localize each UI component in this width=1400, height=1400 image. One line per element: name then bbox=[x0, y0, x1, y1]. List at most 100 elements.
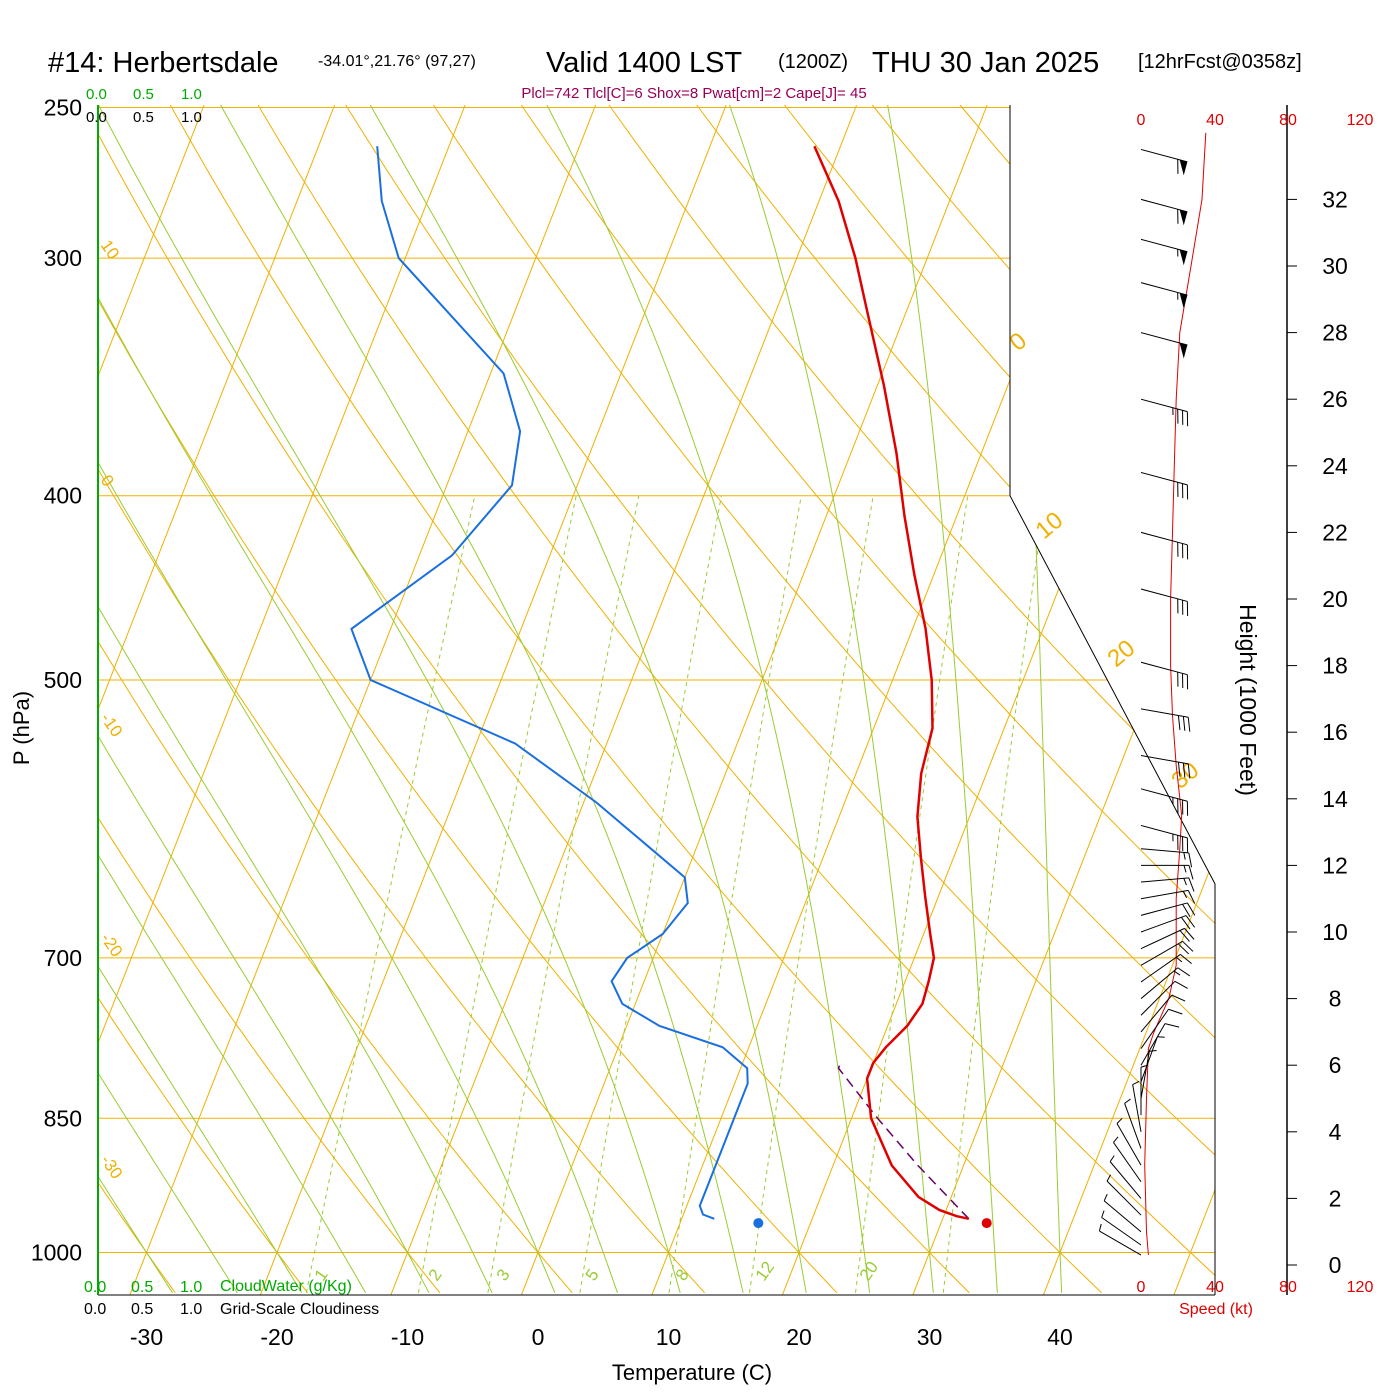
dry-adiabat-20 bbox=[98, 105, 838, 1294]
barb-shaft bbox=[1140, 708, 1189, 718]
wind-barb bbox=[1140, 531, 1189, 560]
barb-flag bbox=[1182, 762, 1186, 778]
p-tick-label: 1000 bbox=[31, 1240, 82, 1266]
barb-flag bbox=[1187, 717, 1191, 732]
wind-barb bbox=[1140, 148, 1188, 176]
x-tick-label: 10 bbox=[656, 1324, 682, 1350]
moist-adiabat-15 bbox=[202, 105, 744, 1293]
height-tick-label: 20 bbox=[1322, 586, 1348, 612]
height-tick-label: 8 bbox=[1329, 986, 1342, 1012]
barb-half bbox=[1149, 1049, 1157, 1052]
barb-shaft bbox=[1140, 1036, 1158, 1083]
barb-flag bbox=[1179, 930, 1190, 942]
wind-barb bbox=[1101, 1210, 1142, 1246]
wind-barb bbox=[1140, 1008, 1183, 1049]
barb-shaft bbox=[1103, 1200, 1142, 1233]
wind-barb bbox=[1140, 902, 1196, 917]
cl-bot-2: 1.0 bbox=[180, 1301, 202, 1318]
surface-temperature-dot bbox=[981, 1218, 992, 1229]
barb-shaft bbox=[1140, 148, 1188, 163]
barb-shaft bbox=[1140, 282, 1188, 296]
wind-barb bbox=[1140, 588, 1189, 616]
barb-flag bbox=[1171, 994, 1186, 1002]
wind-barb bbox=[1140, 1036, 1165, 1083]
wind-barb bbox=[1109, 1155, 1142, 1199]
moist-adiabat--5 bbox=[98, 105, 493, 1294]
barb-shaft bbox=[1140, 877, 1189, 883]
wind-barb bbox=[1113, 1136, 1142, 1183]
p-tick-label: 400 bbox=[44, 483, 82, 509]
wind-barb bbox=[1140, 661, 1189, 690]
barb-shaft bbox=[1106, 1180, 1142, 1216]
barb-pennant bbox=[1179, 249, 1188, 266]
wind-barb bbox=[1140, 967, 1191, 999]
forecast-info: [12hrFcst@0358z] bbox=[1138, 51, 1302, 73]
barb-half bbox=[1183, 878, 1187, 886]
barb-shaft bbox=[1140, 902, 1188, 916]
cloudiness-scale-top: 0.0 0.5 1.0 bbox=[86, 109, 202, 126]
speed-tick-bottom: 40 bbox=[1206, 1279, 1224, 1296]
barb-flag bbox=[1177, 967, 1191, 977]
barb-half bbox=[1183, 852, 1186, 860]
barb-half bbox=[1173, 970, 1181, 976]
cw-top-0: 0.0 bbox=[86, 86, 107, 103]
barb-half bbox=[1132, 1080, 1140, 1085]
barb-shaft bbox=[1140, 940, 1183, 966]
moist-adiabat--10 bbox=[98, 105, 430, 1294]
height-tick-label: 14 bbox=[1322, 786, 1348, 812]
barb-half bbox=[1098, 1223, 1102, 1232]
dry-adiabat-60 bbox=[326, 105, 1215, 1294]
wind-barb bbox=[1140, 1023, 1180, 1066]
wind-barb bbox=[1140, 788, 1189, 816]
wind-barb bbox=[1103, 1193, 1142, 1233]
valid-time: Valid 1400 LST bbox=[546, 47, 742, 79]
wind-barb bbox=[1132, 1080, 1142, 1132]
valid-date: THU 30 Jan 2025 bbox=[872, 47, 1099, 79]
mixing-ratio-20 bbox=[855, 495, 969, 1293]
barb-shaft bbox=[1124, 1103, 1142, 1149]
mixing-ratio-5 bbox=[579, 495, 722, 1293]
moist-adiabat--25 bbox=[98, 105, 238, 1294]
wind-barb bbox=[1140, 994, 1186, 1033]
moist-adiabat-20 bbox=[351, 105, 807, 1293]
barb-half bbox=[1106, 1174, 1112, 1182]
barb-flag bbox=[1174, 980, 1188, 989]
barb-shaft bbox=[1116, 1123, 1142, 1166]
barb-shaft bbox=[1113, 1142, 1142, 1183]
wind-panel: 0246810121416182022242628303200404080801… bbox=[1098, 105, 1374, 1296]
barb-shaft bbox=[1140, 531, 1188, 546]
barb-half bbox=[1183, 865, 1187, 873]
isotherm--50 bbox=[98, 105, 336, 1295]
wind-barb bbox=[1140, 398, 1189, 427]
cl-top-0: 0.0 bbox=[86, 109, 107, 126]
cl-top-2: 1.0 bbox=[181, 109, 202, 126]
wind-barb bbox=[1140, 980, 1188, 1016]
cw-top-1: 0.5 bbox=[133, 86, 154, 103]
wind-barb bbox=[1140, 238, 1188, 266]
wind-barb bbox=[1140, 198, 1188, 226]
wind-barb bbox=[1140, 471, 1189, 500]
barb-shaft bbox=[1099, 1230, 1142, 1256]
height-tick-label: 24 bbox=[1322, 453, 1348, 479]
x-tick-label: 30 bbox=[917, 1324, 943, 1350]
cloudiness-title: Grid-Scale Cloudiness bbox=[220, 1301, 379, 1318]
isotherm--40 bbox=[98, 105, 466, 1295]
isotherm--20 bbox=[259, 105, 727, 1295]
barb-half bbox=[1101, 1210, 1105, 1218]
wind-barb bbox=[1140, 824, 1189, 853]
wind-barb bbox=[1141, 864, 1194, 880]
barb-shaft bbox=[1132, 1084, 1142, 1132]
barb-flag bbox=[1177, 762, 1181, 777]
wind-barb bbox=[1140, 889, 1196, 904]
barb-shaft bbox=[1140, 824, 1188, 839]
barb-shaft bbox=[1109, 1161, 1142, 1199]
height-tick-label: 32 bbox=[1322, 186, 1348, 212]
dry-adiabat-100 bbox=[673, 105, 1215, 1294]
speed-tick-bottom: 120 bbox=[1347, 1279, 1374, 1296]
temperature-profile bbox=[813, 145, 970, 1221]
moist-adiabat-30 bbox=[717, 105, 934, 1293]
cw-bot-2: 1.0 bbox=[180, 1279, 202, 1296]
p-tick-label: 850 bbox=[44, 1105, 82, 1131]
height-tick-label: 10 bbox=[1322, 919, 1348, 945]
